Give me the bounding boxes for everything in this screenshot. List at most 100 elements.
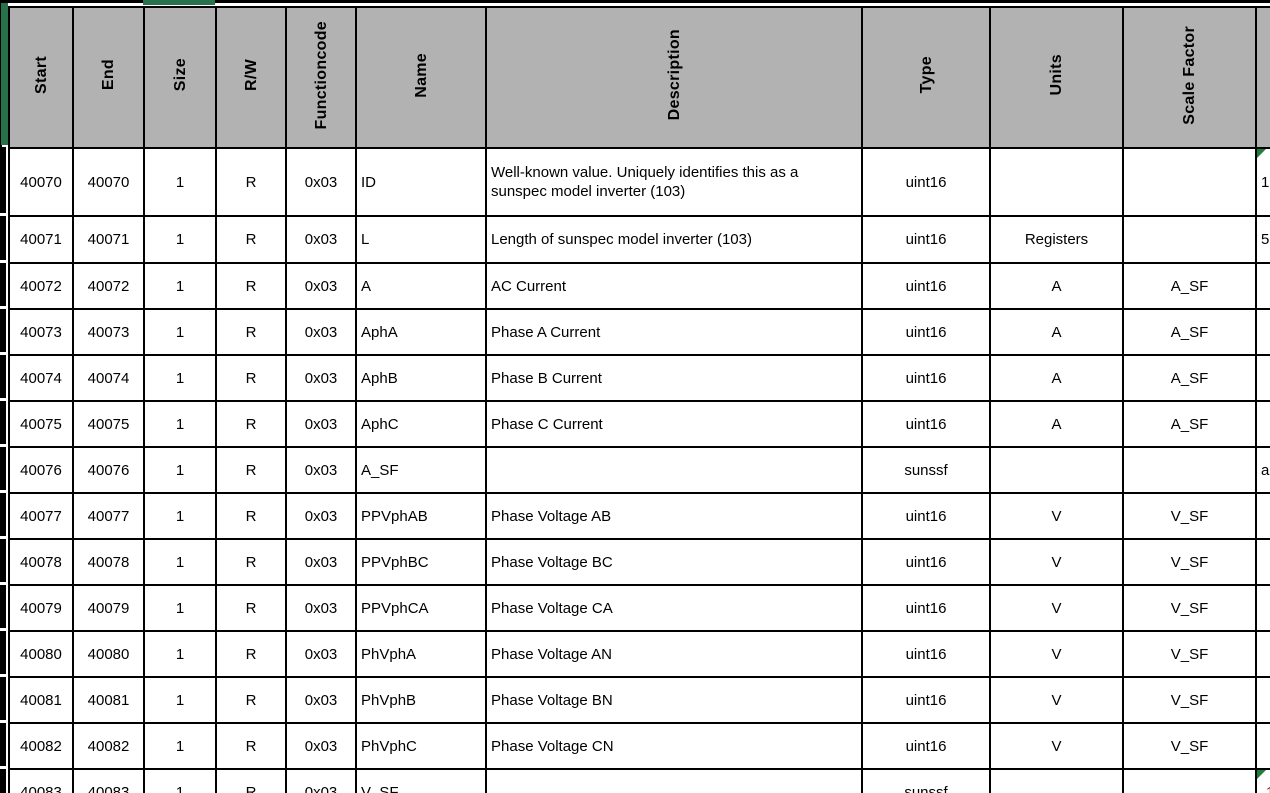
cell-functioncode[interactable]: 0x03 <box>285 538 357 586</box>
cell-type[interactable]: uint16 <box>861 492 991 540</box>
cell-size[interactable]: 1 <box>143 147 217 217</box>
cell-clipped-value[interactable] <box>1255 492 1270 540</box>
cell-scale-factor[interactable]: V_SF <box>1122 630 1257 678</box>
cell-units[interactable]: A <box>989 262 1124 310</box>
cell-functioncode[interactable]: 0x03 <box>285 630 357 678</box>
cell-clipped-value[interactable]: 10 <box>1255 147 1270 217</box>
cell-start[interactable]: 40082 <box>8 722 74 770</box>
cell-clipped-value[interactable] <box>1255 676 1270 724</box>
cell-name[interactable]: V_SF <box>355 768 487 793</box>
cell-description[interactable]: Phase Voltage CN <box>485 722 863 770</box>
col-header-clipped[interactable] <box>1255 6 1270 149</box>
cell-description[interactable]: AC Current <box>485 262 863 310</box>
cell-rw[interactable]: R <box>215 262 287 310</box>
cell-scale-factor[interactable]: A_SF <box>1122 308 1257 356</box>
cell-units[interactable]: V <box>989 676 1124 724</box>
cell-name[interactable]: PPVphAB <box>355 492 487 540</box>
cell-description[interactable]: Phase Voltage AB <box>485 492 863 540</box>
cell-end[interactable]: 40070 <box>72 147 145 217</box>
cell-end[interactable]: 40076 <box>72 446 145 494</box>
cell-clipped-value[interactable] <box>1255 308 1270 356</box>
cell-end[interactable]: 40077 <box>72 492 145 540</box>
cell-type[interactable]: uint16 <box>861 630 991 678</box>
cell-description[interactable]: Phase Voltage BN <box>485 676 863 724</box>
cell-name[interactable]: AphB <box>355 354 487 402</box>
cell-name[interactable]: PPVphCA <box>355 584 487 632</box>
cell-scale-factor[interactable]: V_SF <box>1122 722 1257 770</box>
cell-end[interactable]: 40081 <box>72 676 145 724</box>
cell-start[interactable]: 40070 <box>8 147 74 217</box>
cell-rw[interactable]: R <box>215 400 287 448</box>
cell-units[interactable]: V <box>989 630 1124 678</box>
cell-type[interactable]: sunssf <box>861 768 991 793</box>
cell-units[interactable]: V <box>989 538 1124 586</box>
cell-start[interactable]: 40071 <box>8 215 74 264</box>
cell-description[interactable]: Phase A Current <box>485 308 863 356</box>
cell-functioncode[interactable]: 0x03 <box>285 722 357 770</box>
cell-functioncode[interactable]: 0x03 <box>285 308 357 356</box>
cell-end[interactable]: 40083 <box>72 768 145 793</box>
col-header-functioncode[interactable]: Functioncode <box>285 6 357 149</box>
cell-units[interactable] <box>989 446 1124 494</box>
cell-units[interactable]: V <box>989 722 1124 770</box>
cell-rw[interactable]: R <box>215 676 287 724</box>
cell-scale-factor[interactable]: A_SF <box>1122 354 1257 402</box>
cell-rw[interactable]: R <box>215 354 287 402</box>
cell-scale-factor[interactable]: V_SF <box>1122 584 1257 632</box>
cell-clipped-value[interactable] <box>1255 538 1270 586</box>
cell-rw[interactable]: R <box>215 584 287 632</box>
cell-description[interactable] <box>485 768 863 793</box>
cell-rw[interactable]: R <box>215 147 287 217</box>
cell-scale-factor[interactable] <box>1122 446 1257 494</box>
cell-clipped-value[interactable] <box>1255 630 1270 678</box>
cell-name[interactable]: PhVphB <box>355 676 487 724</box>
cell-rw[interactable]: R <box>215 215 287 264</box>
cell-units[interactable] <box>989 147 1124 217</box>
col-header-description[interactable]: Description <box>485 6 863 149</box>
cell-type[interactable]: sunssf <box>861 446 991 494</box>
cell-scale-factor[interactable]: A_SF <box>1122 262 1257 310</box>
cell-description[interactable] <box>485 446 863 494</box>
cell-end[interactable]: 40078 <box>72 538 145 586</box>
cell-description[interactable]: Phase Voltage AN <box>485 630 863 678</box>
cell-scale-factor[interactable] <box>1122 215 1257 264</box>
cell-type[interactable]: uint16 <box>861 676 991 724</box>
col-header-scale-factor[interactable]: Scale Factor <box>1122 6 1257 149</box>
col-header-start[interactable]: Start <box>8 6 74 149</box>
cell-rw[interactable]: R <box>215 768 287 793</box>
cell-clipped-value[interactable] <box>1255 722 1270 770</box>
cell-start[interactable]: 40080 <box>8 630 74 678</box>
cell-end[interactable]: 40075 <box>72 400 145 448</box>
cell-size[interactable]: 1 <box>143 308 217 356</box>
cell-clipped-value[interactable] <box>1255 354 1270 402</box>
cell-clipped-value[interactable]: au <box>1255 446 1270 494</box>
cell-functioncode[interactable]: 0x03 <box>285 262 357 310</box>
col-header-units[interactable]: Units <box>989 6 1124 149</box>
cell-scale-factor[interactable]: V_SF <box>1122 492 1257 540</box>
cell-start[interactable]: 40073 <box>8 308 74 356</box>
cell-type[interactable]: uint16 <box>861 722 991 770</box>
cell-description[interactable]: Phase B Current <box>485 354 863 402</box>
cell-type[interactable]: uint16 <box>861 584 991 632</box>
cell-size[interactable]: 1 <box>143 630 217 678</box>
cell-end[interactable]: 40073 <box>72 308 145 356</box>
cell-rw[interactable]: R <box>215 446 287 494</box>
cell-functioncode[interactable]: 0x03 <box>285 215 357 264</box>
col-header-end[interactable]: End <box>72 6 145 149</box>
cell-functioncode[interactable]: 0x03 <box>285 492 357 540</box>
col-header-name[interactable]: Name <box>355 6 487 149</box>
cell-start[interactable]: 40078 <box>8 538 74 586</box>
cell-clipped-value[interactable] <box>1255 262 1270 310</box>
cell-units[interactable]: A <box>989 400 1124 448</box>
cell-size[interactable]: 1 <box>143 676 217 724</box>
cell-size[interactable]: 1 <box>143 262 217 310</box>
cell-end[interactable]: 40082 <box>72 722 145 770</box>
cell-scale-factor[interactable] <box>1122 768 1257 793</box>
cell-functioncode[interactable]: 0x03 <box>285 676 357 724</box>
cell-size[interactable]: 1 <box>143 722 217 770</box>
cell-name[interactable]: ID <box>355 147 487 217</box>
cell-rw[interactable]: R <box>215 538 287 586</box>
cell-scale-factor[interactable]: A_SF <box>1122 400 1257 448</box>
cell-description[interactable]: Phase Voltage BC <box>485 538 863 586</box>
cell-start[interactable]: 40083 <box>8 768 74 793</box>
